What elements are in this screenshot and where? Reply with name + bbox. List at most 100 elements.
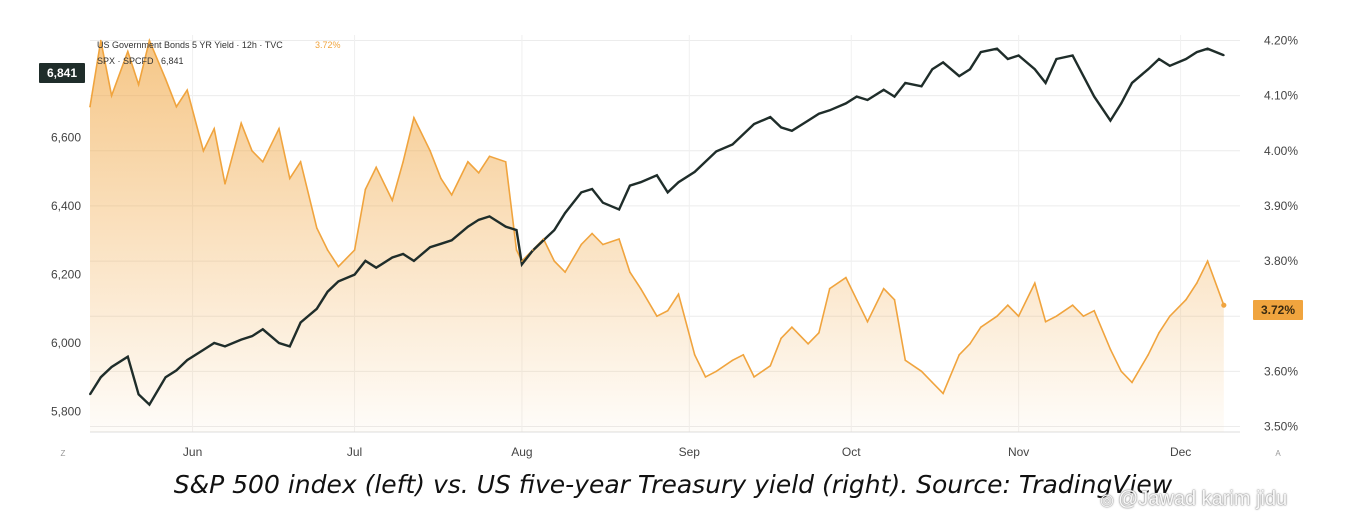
spx-point — [375, 266, 378, 269]
yield-point — [904, 359, 907, 362]
spx-point — [164, 376, 167, 379]
spx-point — [1109, 119, 1112, 122]
yield-point — [126, 50, 129, 53]
corner-left-label: Z — [61, 449, 66, 458]
spx-point — [1017, 54, 1020, 57]
spx-point — [504, 225, 507, 228]
yield-point — [89, 105, 91, 108]
spx-point — [488, 215, 491, 218]
spx-point — [817, 112, 820, 115]
yield-area — [90, 40, 1224, 432]
spx-point — [996, 47, 998, 50]
spx-point — [99, 376, 102, 379]
yield-point — [364, 188, 367, 191]
yield-point — [855, 298, 858, 301]
yield-point — [704, 376, 707, 378]
spx-point — [1071, 54, 1074, 57]
right-tick-label: 3.90% — [1264, 199, 1298, 213]
spx-point — [882, 88, 885, 91]
legend-spx-label: SPX · SPCFD — [97, 56, 154, 66]
spx-point — [402, 253, 405, 255]
spx-point — [1158, 58, 1160, 60]
spx-point — [126, 355, 129, 358]
yield-point — [402, 161, 404, 163]
series-yield-line — [89, 37, 1225, 395]
left-tick-label: 6,200 — [51, 268, 81, 282]
yield-point — [315, 227, 318, 229]
spx-point — [656, 174, 658, 177]
spx-point — [467, 225, 469, 228]
yield-point — [818, 331, 820, 334]
spx-point — [969, 68, 971, 71]
spx-point — [477, 218, 480, 221]
spx-point — [618, 208, 621, 211]
yield-point — [521, 260, 523, 262]
spx-point — [828, 109, 831, 112]
yield-point — [618, 238, 620, 240]
yield-point — [1109, 348, 1112, 351]
x-tick-label: Dec — [1170, 445, 1191, 459]
legend-spx-value: 6,841 — [161, 56, 184, 66]
yield-point — [299, 161, 302, 163]
spx-point — [553, 229, 556, 231]
spx-point — [251, 335, 253, 338]
yield-point — [224, 183, 226, 185]
yield-point — [353, 249, 356, 251]
spx-point — [299, 321, 302, 324]
spx-point — [693, 170, 696, 173]
spx-point — [315, 307, 318, 310]
yield-point — [1206, 260, 1209, 262]
yield-point — [996, 315, 998, 318]
corner-right-label: A — [1275, 449, 1281, 458]
spx-last-value: 6,841 — [47, 66, 77, 80]
spx-point — [769, 116, 772, 119]
yield-point — [591, 232, 593, 235]
legend-yield-value: 3.72% — [315, 40, 341, 50]
spx-point — [261, 328, 264, 331]
spx-point — [1082, 75, 1085, 77]
spx-point — [1185, 58, 1187, 60]
right-tick-label: 4.20% — [1264, 34, 1298, 48]
spx-point — [904, 82, 907, 84]
yield-point — [1120, 370, 1123, 373]
spx-point — [602, 201, 604, 204]
right-tick-label: 3.50% — [1264, 419, 1298, 433]
yield-point — [477, 172, 480, 174]
yield-point — [148, 39, 151, 42]
yield-point — [175, 105, 178, 108]
yield-point — [666, 309, 669, 312]
watermark: ◎ @Jawad karim jidu — [1100, 488, 1287, 511]
yield-point — [202, 149, 205, 152]
data-points — [89, 39, 1227, 406]
yield-last-point — [1221, 302, 1227, 308]
spx-point — [704, 160, 707, 163]
spx-point — [1006, 58, 1009, 60]
yield-point — [731, 359, 734, 362]
right-axis: 3.50%3.60%3.70%3.80%3.90%4.00%4.10%4.20% — [1264, 34, 1298, 434]
spx-point — [666, 191, 669, 194]
spx-point — [413, 259, 415, 262]
spx-point — [790, 129, 793, 132]
yield-last-badge: 3.72% — [1253, 300, 1303, 320]
spx-point — [677, 181, 680, 184]
x-axis: Jun Jul Aug Sep Oct Nov Dec — [183, 445, 1191, 459]
spx-point — [450, 239, 453, 242]
yield-point — [715, 370, 718, 373]
yield-point — [845, 276, 847, 279]
spx-point — [580, 191, 583, 194]
spx-last-badge: 6,841 — [39, 63, 85, 83]
yield-point — [1071, 304, 1074, 306]
caption: S&P 500 index (left) vs. US five-year Tr… — [173, 470, 1173, 499]
spx-point — [521, 263, 523, 266]
watermark-text: @Jawad karim jidu — [1117, 488, 1288, 510]
spx-point — [542, 239, 545, 242]
spx-point — [1147, 68, 1150, 71]
yield-point — [931, 381, 934, 384]
spx-point — [893, 95, 896, 98]
spx-point — [202, 348, 205, 351]
spx-point — [186, 359, 189, 362]
yield-point — [391, 199, 394, 202]
spx-point — [979, 51, 982, 54]
spx-point — [742, 133, 745, 136]
yield-point — [504, 161, 507, 163]
